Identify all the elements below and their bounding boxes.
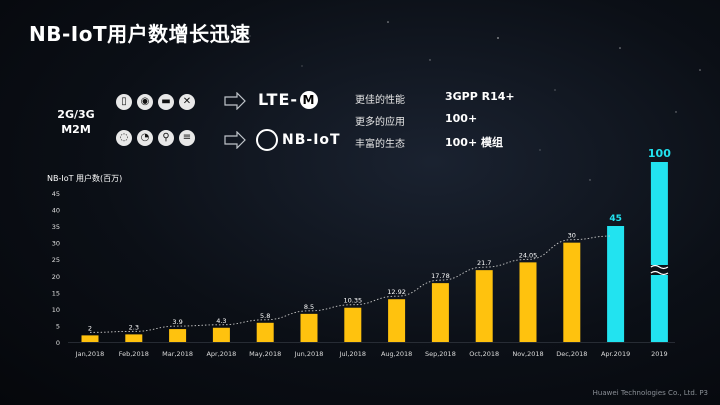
x-tick-label: May,2018 [249,350,281,358]
data-label: 100 [648,147,671,160]
x-tick-label: Feb,2018 [119,350,149,358]
legacy-icons-row-1: ▯ ◉ ▬ ✕ [116,94,195,110]
bar-Jan,2018 [81,335,99,342]
arrow-right-icon [224,131,246,149]
phone-icon: ▯ [116,94,132,110]
data-label: 12.92 [387,288,406,296]
bar-Feb,2018 [125,334,143,342]
camera-icon: ◉ [137,94,153,110]
arrow-right-icon [224,92,246,110]
lte-m-logo: LTE- M [258,90,319,109]
y-tick-label: 20 [52,273,60,281]
y-tick-label: 40 [52,207,60,215]
x-tick-label: Sep,2018 [425,350,456,358]
axis-break-gap [649,265,669,275]
tools-icon: ✕ [179,94,195,110]
data-label: 2.3 [129,323,139,331]
y-tick-label: 15 [52,289,60,297]
footer-text: Huawei Technologies Co., Ltd. P3 [592,389,708,397]
data-label: 5.8 [260,312,270,320]
lte-m-badge: M [300,90,319,109]
bar-Oct,2018 [475,270,493,342]
bar-Aug,2018 [388,299,406,342]
meter-icon: ◌ [116,130,132,146]
data-label: 4.3 [216,317,226,325]
x-tick-label: Dec,2018 [556,350,587,358]
legacy-m2m-label: 2G/3G M2M [46,107,106,137]
y-tick-label: 30 [52,240,60,248]
y-tick-label: 25 [52,256,60,264]
axis-break-wave-bottom [650,270,669,276]
bicycle-icon: ⚲ [158,130,174,146]
legacy-line-1: 2G/3G [57,108,95,121]
bar-Dec,2018 [563,242,581,342]
benefit-label-1: 更佳的性能 [355,95,405,106]
benefit-value-2: 100+ [445,112,478,125]
x-tick-label: Mar,2018 [162,350,193,358]
lte-m-text: LTE- [258,90,299,109]
gauge-icon: ◔ [137,130,153,146]
data-label: 21.7 [477,259,491,267]
legacy-line-2: M2M [61,123,91,136]
bar-Jun,2018 [300,313,318,342]
page-title: NB-IoT用户数增长迅速 [29,22,251,46]
bar-Mar,2018 [169,329,187,342]
y-tick-label: 10 [52,306,60,314]
legacy-icons-row-2: ◌ ◔ ⚲ ≡ [116,130,195,146]
x-tick-label: 2019 [651,350,668,358]
x-tick-label: Aug,2018 [381,350,412,358]
globe-icon [256,129,278,151]
x-tick-label: Oct,2018 [469,350,499,358]
y-tick-label: 0 [56,339,60,347]
data-label: 2 [88,324,92,332]
bar-Jul,2018 [344,307,362,342]
benefit-label-3: 丰富的生态 [355,139,405,150]
x-tick-label: Jul,2018 [339,350,366,358]
x-tick-label: Apr.2019 [601,350,630,358]
x-tick-label: Nov,2018 [512,350,543,358]
benefit-value-3: 100+ 模组 [445,136,504,149]
data-label: 10.35 [343,297,362,305]
benefit-value-1: 3GPP R14+ [445,90,515,103]
nb-iot-logo: NB-IoT [256,129,341,151]
x-tick-label: Jan,2018 [75,350,105,358]
ac-unit-icon: ≡ [179,130,195,146]
car-icon: ▬ [158,94,174,110]
bar-May,2018 [256,322,274,342]
nb-iot-text: NB-IoT [282,132,341,148]
bar-Sep,2018 [431,283,449,342]
data-label: 45 [609,214,622,224]
bar-Nov,2018 [519,262,537,342]
y-tick-label: 35 [52,223,60,231]
bar-Apr,2018 [212,327,230,342]
data-label: 8.5 [304,303,314,311]
x-tick-label: Apr,2018 [206,350,236,358]
y-tick-label: 5 [56,322,60,330]
data-label: 17.78 [431,272,450,280]
y-axis-title: NB-IoT 用户数(百万) [47,173,122,183]
axis-break-wave-top [650,264,669,270]
data-label: 30 [568,232,576,240]
data-label: 3.9 [172,318,182,326]
bar-Apr.2019 [607,226,625,342]
x-tick-label: Jun,2018 [294,350,324,358]
y-tick-label: 45 [52,190,60,198]
bar-2019 [650,162,668,342]
trend-line [89,235,612,333]
data-label: 24.05 [519,251,538,259]
benefit-label-2: 更多的应用 [355,117,405,128]
